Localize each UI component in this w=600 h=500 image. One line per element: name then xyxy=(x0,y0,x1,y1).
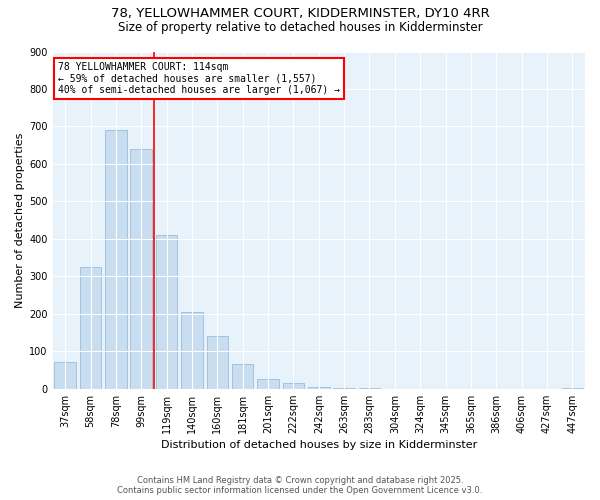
Bar xyxy=(130,149,152,388)
Bar xyxy=(156,235,178,388)
Bar xyxy=(283,383,304,388)
Bar xyxy=(105,130,127,388)
Text: Size of property relative to detached houses in Kidderminster: Size of property relative to detached ho… xyxy=(118,21,482,34)
Y-axis label: Number of detached properties: Number of detached properties xyxy=(15,132,25,308)
Bar xyxy=(308,387,329,388)
X-axis label: Distribution of detached houses by size in Kidderminster: Distribution of detached houses by size … xyxy=(161,440,477,450)
Bar xyxy=(232,364,253,388)
Text: 78, YELLOWHAMMER COURT, KIDDERMINSTER, DY10 4RR: 78, YELLOWHAMMER COURT, KIDDERMINSTER, D… xyxy=(110,8,490,20)
Bar xyxy=(181,312,203,388)
Text: 78 YELLOWHAMMER COURT: 114sqm
← 59% of detached houses are smaller (1,557)
40% o: 78 YELLOWHAMMER COURT: 114sqm ← 59% of d… xyxy=(58,62,340,95)
Bar xyxy=(206,336,228,388)
Bar xyxy=(257,380,279,388)
Bar xyxy=(55,362,76,388)
Text: Contains HM Land Registry data © Crown copyright and database right 2025.
Contai: Contains HM Land Registry data © Crown c… xyxy=(118,476,482,495)
Bar xyxy=(80,267,101,388)
